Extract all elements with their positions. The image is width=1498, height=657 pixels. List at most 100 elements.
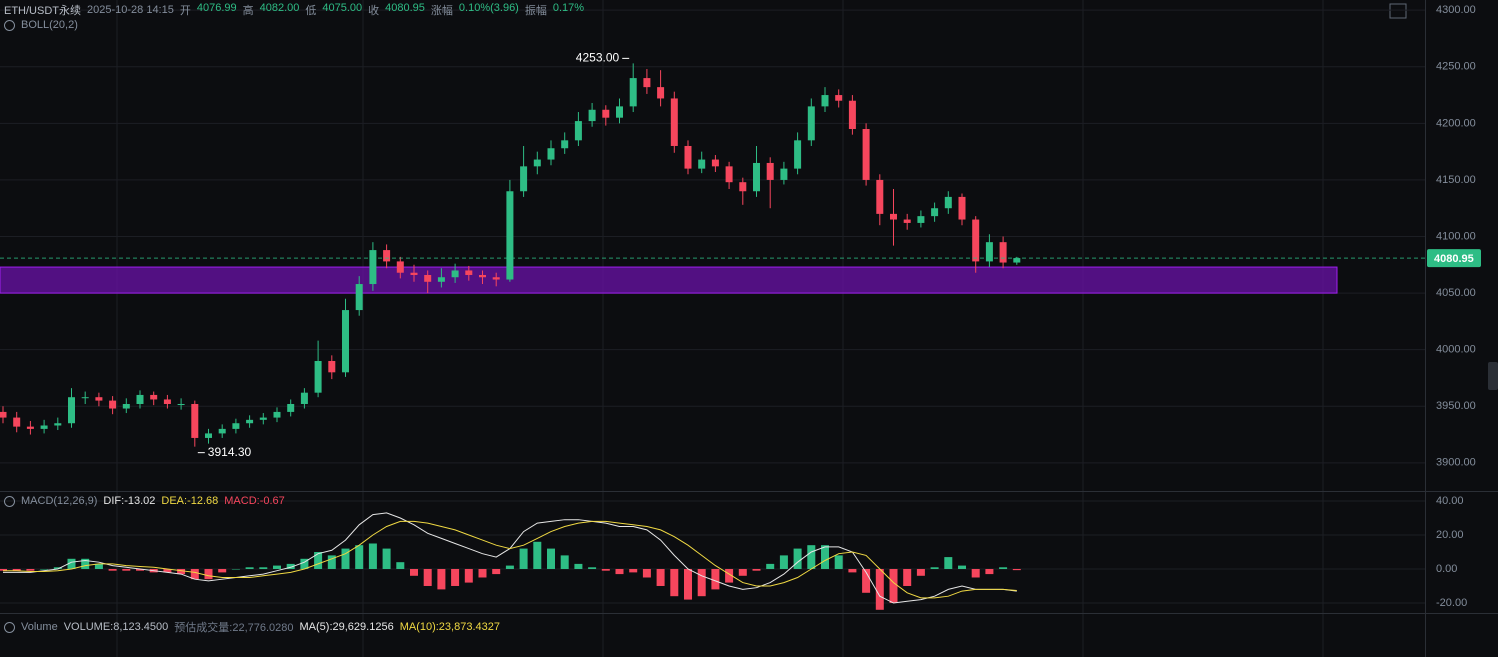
- macd-bar: [108, 568, 117, 571]
- candle-body: [739, 182, 747, 192]
- candle-body: [862, 129, 870, 180]
- y-tick-label: 4000.00: [1436, 344, 1476, 356]
- candle-body: [451, 270, 459, 278]
- macd-legend: MACD(12,26,9) DIF:-13.02 DEA:-12.68 MACD:-0…: [4, 495, 285, 507]
- macd-bar: [601, 568, 610, 571]
- price-zone: [0, 266, 1338, 294]
- y-tick-label: 0.00: [1436, 563, 1457, 575]
- candle-body: [670, 98, 678, 146]
- indicator-name: BOLL(20,2): [21, 19, 78, 31]
- candle-body: [725, 166, 733, 183]
- alert-icon[interactable]: [4, 621, 15, 633]
- macd-bar: [725, 568, 734, 583]
- candle-body: [643, 78, 651, 88]
- macd-bar: [12, 568, 21, 571]
- macd-bar: [848, 568, 857, 573]
- field-label: 振幅: [524, 5, 547, 17]
- macd-bar: [231, 568, 240, 570]
- field-label: 开: [179, 5, 191, 17]
- candle-body: [629, 78, 637, 107]
- boll-legend: BOLL(20,2): [4, 19, 78, 31]
- candle-body: [232, 423, 240, 429]
- last-price-box: [1427, 249, 1481, 268]
- candle-body: [342, 310, 349, 373]
- legend-entry: MA(10):23,873.4327: [399, 621, 500, 633]
- macd-bar: [642, 568, 651, 578]
- macd-bar: [382, 548, 391, 569]
- scroll-handle[interactable]: [1488, 362, 1498, 390]
- candle-body: [54, 423, 62, 426]
- alert-icon[interactable]: [4, 495, 15, 507]
- macd-bar: [560, 555, 569, 569]
- macd-bar: [327, 555, 336, 569]
- candle-body: [492, 277, 500, 280]
- macd-bar: [944, 557, 953, 569]
- candle-body: [383, 250, 391, 262]
- candle-body: [259, 417, 267, 420]
- macd-bar: [711, 568, 720, 590]
- candle-body: [1013, 258, 1021, 263]
- candle-body: [191, 403, 199, 438]
- field-label: 高: [242, 5, 254, 17]
- candle-body: [602, 109, 610, 118]
- candle-body: [944, 196, 952, 209]
- macd-bar: [684, 568, 692, 600]
- candle-body: [807, 106, 815, 141]
- candle-body: [136, 394, 144, 404]
- macd-bar: [999, 567, 1008, 569]
- candle-body: [40, 425, 48, 429]
- macd-bar: [26, 568, 35, 571]
- volume-legend: Volume VOLUME:8,123.4500 预估成交量:22,776.0280…: [4, 619, 500, 635]
- candle-body: [766, 162, 774, 180]
- macd-bar: [204, 568, 213, 580]
- candle-body: [410, 272, 418, 275]
- candle-body: [314, 360, 322, 393]
- macd-bar: [396, 562, 405, 569]
- low-annotation: 3914.30: [208, 445, 252, 459]
- candle-body: [848, 100, 856, 130]
- macd-bar: [190, 568, 199, 580]
- macd-bar: [670, 568, 679, 597]
- candle-body: [287, 403, 295, 412]
- field-label: 涨幅: [430, 5, 453, 17]
- macd-bar: [1012, 568, 1021, 571]
- macd-bar: [697, 568, 706, 597]
- macd-bar: [245, 567, 254, 569]
- field-value: 0.17%: [552, 2, 585, 14]
- field-value: 4080.95: [385, 2, 425, 14]
- macd-bar: [588, 567, 597, 569]
- candle-body: [479, 274, 486, 278]
- last-price-label: 4080.95: [1434, 253, 1474, 265]
- macd-bar: [122, 568, 131, 571]
- macd-bar: [985, 568, 994, 575]
- candle-body: [68, 397, 75, 424]
- candle-body: [246, 419, 254, 424]
- macd-bar: [862, 568, 871, 593]
- macd-bar: [40, 568, 49, 570]
- macd-bar: [136, 568, 144, 571]
- macd-bar: [492, 568, 501, 575]
- macd-bar: [821, 545, 829, 569]
- macd-bar: [177, 568, 186, 575]
- macd-bar: [752, 568, 761, 571]
- macd-bar: [314, 551, 323, 569]
- candle-body: [821, 95, 829, 107]
- alert-icon[interactable]: [4, 19, 15, 31]
- macd-bar: [574, 563, 583, 569]
- candle-body: [931, 208, 939, 217]
- macd-bar: [94, 563, 103, 569]
- indicator-name: Volume: [21, 621, 58, 633]
- candle-body: [205, 433, 212, 438]
- candle-body: [81, 397, 89, 399]
- macd-bar: [615, 568, 624, 575]
- ohlc-fields: 开 4076.99 高 4082.00 低 4075.00 收 4080.95 涨幅 0.10%(…: [180, 2, 584, 18]
- field-value: 4075.00: [322, 2, 363, 14]
- candle-body: [753, 162, 760, 192]
- fullscreen-button[interactable]: [1389, 3, 1407, 19]
- candle-body: [657, 87, 665, 99]
- macd-bar: [300, 558, 309, 569]
- candle-body: [985, 242, 993, 262]
- macd-bar: [916, 568, 925, 576]
